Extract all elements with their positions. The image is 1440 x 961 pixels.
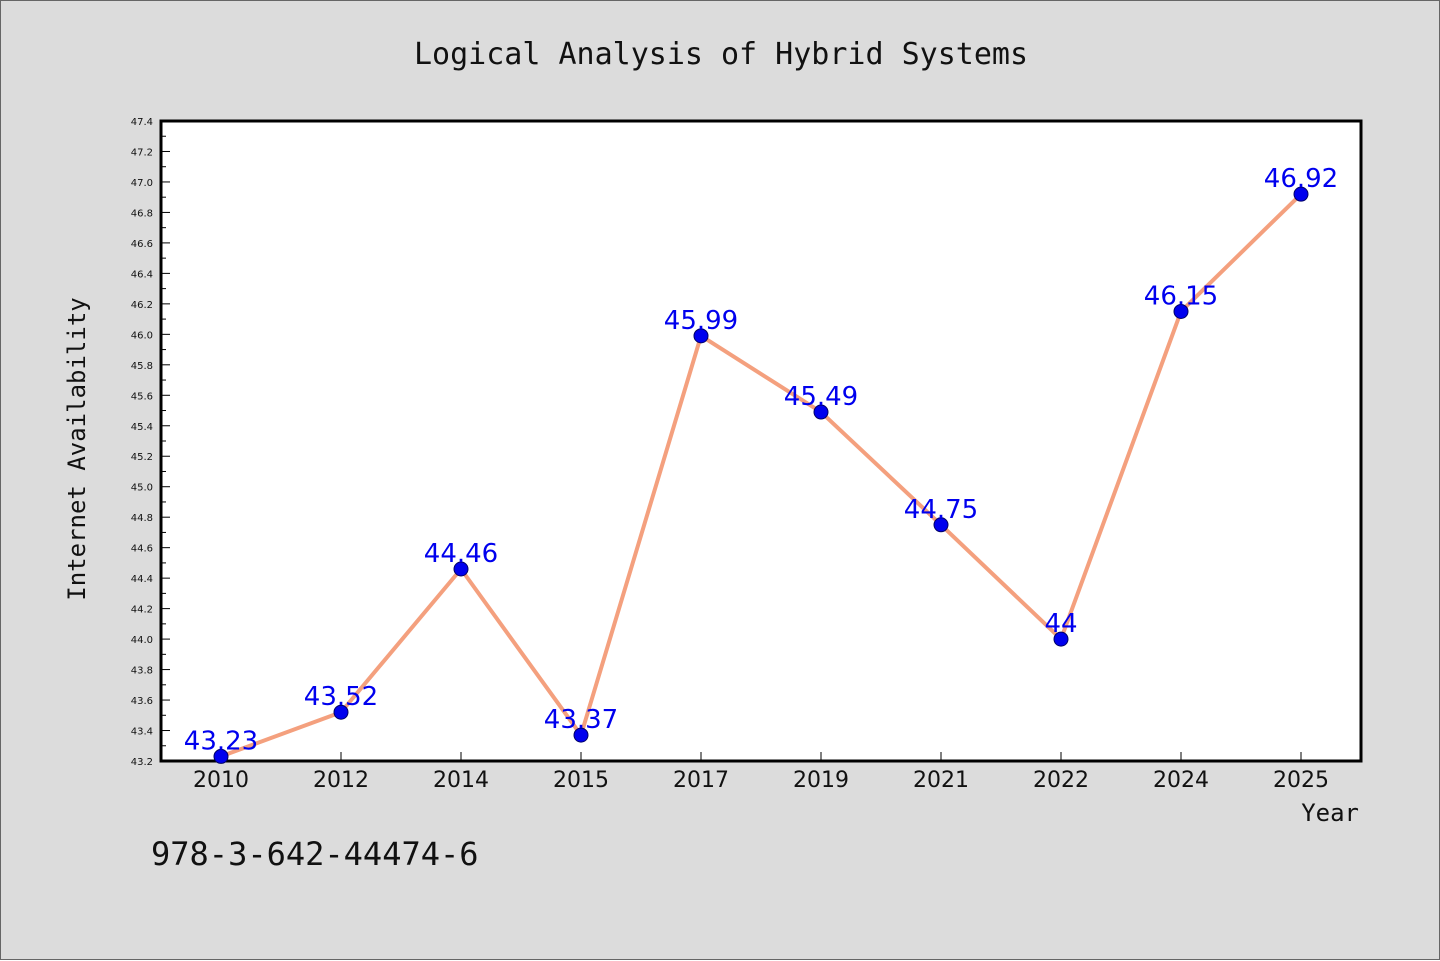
- data-point-marker: [1293, 186, 1309, 202]
- y-tick-label: 44.4: [131, 574, 153, 585]
- data-point-marker: [333, 704, 349, 720]
- series-line-layer: [220, 192, 1303, 759]
- x-axis-label: Year: [1301, 799, 1359, 827]
- data-label: 46.92: [1264, 164, 1338, 194]
- data-label: 44.75: [904, 495, 978, 525]
- data-label: 43.52: [304, 682, 378, 712]
- data-label: 43.37: [544, 705, 618, 735]
- y-tick-label: 47.0: [131, 178, 153, 189]
- isbn-label: 978-3-642-44474-6: [151, 835, 479, 873]
- x-tick-label: 2022: [1033, 768, 1089, 793]
- data-label: 44: [1044, 609, 1077, 639]
- data-label: 45.49: [784, 382, 858, 412]
- series-line: [220, 192, 1303, 759]
- y-tick-label: 44.2: [131, 605, 153, 616]
- y-tick-label: 45.0: [131, 483, 153, 494]
- data-label: 44.46: [424, 539, 498, 569]
- y-tick-label: 44.8: [131, 513, 153, 524]
- y-axis-label: Internet Availability: [63, 297, 91, 600]
- y-tick-label: 45.8: [131, 361, 153, 372]
- y-axis: 43.2 43.4 43.6 43.8 44.0 44.2 44.4 44.6 44.8 45.0…: [131, 117, 170, 768]
- data-label: 45.99: [664, 306, 738, 336]
- data-label-layer: 43.23 43.52 44.46 43.37 45.99 45.49 44.75 44 46.…: [184, 164, 1338, 756]
- x-tick-label: 2014: [433, 768, 489, 793]
- y-tick-label: 43.4: [131, 727, 153, 738]
- y-tick-label: 44.6: [131, 544, 153, 555]
- plot-area: [159, 119, 1363, 763]
- y-tick-label: 47.4: [131, 117, 153, 128]
- marker-layer: [213, 186, 1309, 764]
- y-tick-label: 45.2: [131, 452, 153, 463]
- x-axis: 2010 2012 2014 2015 2017 2019 2021 2022 2024 2025: [193, 752, 1329, 793]
- y-tick-label: 46.6: [131, 239, 153, 250]
- x-tick-label: 2015: [553, 768, 609, 793]
- y-tick-label: 46.8: [131, 208, 153, 219]
- x-tick-label: 2025: [1273, 768, 1329, 793]
- data-point-marker: [213, 748, 229, 764]
- x-tick-label: 2019: [793, 768, 849, 793]
- x-tick-label: 2012: [313, 768, 369, 793]
- y-tick-label: 45.6: [131, 391, 153, 402]
- x-tick-label: 2017: [673, 768, 729, 793]
- y-tick-label: 46.4: [131, 269, 153, 280]
- data-point-marker: [933, 517, 949, 533]
- y-tick-label: 46.2: [131, 300, 153, 311]
- data-point-marker: [693, 328, 709, 344]
- data-point-marker: [573, 727, 589, 743]
- y-tick-label: 43.8: [131, 666, 153, 677]
- data-point-marker: [1053, 631, 1069, 647]
- data-label: 46.15: [1144, 281, 1218, 311]
- y-tick-label: 43.2: [131, 757, 153, 768]
- y-tick-label: 44.0: [131, 635, 153, 646]
- x-tick-label: 2024: [1153, 768, 1209, 793]
- y-tick-label: 43.6: [131, 696, 153, 707]
- data-label: 43.23: [184, 726, 258, 756]
- x-tick-label: 2021: [913, 768, 969, 793]
- data-point-marker: [813, 404, 829, 420]
- x-tick-label: 2010: [193, 768, 249, 793]
- chart-title: Logical Analysis of Hybrid Systems: [414, 37, 1028, 72]
- data-point-marker: [453, 561, 469, 577]
- data-point-marker: [1173, 303, 1189, 319]
- y-tick-label: 46.0: [131, 330, 153, 341]
- y-tick-label: 47.2: [131, 147, 153, 158]
- y-tick-label: 45.4: [131, 422, 153, 433]
